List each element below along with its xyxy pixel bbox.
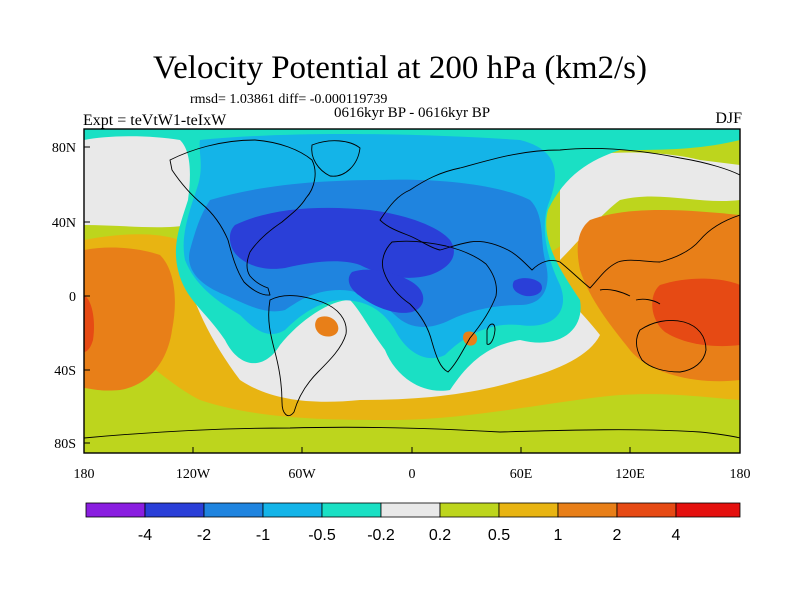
colorbar-box-9	[557, 502, 618, 518]
field-neutral-west	[84, 129, 196, 228]
field-neutral-east	[560, 152, 740, 260]
longitude-axis: 180 120W 60W 0 60E 120E 180	[74, 467, 751, 482]
lat-label-40s: 40S	[54, 364, 76, 379]
colorbar-label: -4	[138, 527, 152, 544]
coast-africa	[381, 240, 497, 373]
colorbar	[85, 502, 741, 518]
colorbar-label: 0.5	[488, 527, 510, 544]
field-south-band	[84, 330, 740, 453]
field-pos2-pacific	[652, 278, 740, 347]
map-title: Velocity Potential at 200 hPa (km2/s)	[152, 50, 648, 86]
lon-label-120e: 120E	[615, 467, 645, 482]
field-pos2-west	[84, 295, 94, 352]
lat-label-80n: 80N	[52, 141, 76, 156]
coast-eurasia	[379, 147, 740, 289]
colorbar-box-5	[321, 502, 382, 518]
colorbar-box-11	[675, 502, 741, 518]
stats-line: rmsd= 1.03861 diff= -0.000119739	[190, 92, 388, 107]
coast-south-america	[268, 295, 347, 416]
tick-marks	[83, 146, 741, 453]
colorbar-label: -0.2	[367, 527, 395, 544]
period-label: 0616kyr BP - 0616kyr BP	[333, 105, 491, 121]
lon-label-180w: 180	[74, 467, 95, 482]
lon-label-180e: 180	[730, 467, 751, 482]
colorbar-label: 1	[554, 527, 563, 544]
colorbar-box-7	[439, 502, 500, 518]
contour-field	[84, 129, 740, 453]
lon-label-0: 0	[409, 467, 416, 482]
colorbar-box-1	[85, 502, 146, 518]
colorbar-label: 0.2	[429, 527, 451, 544]
colorbar-label: -1	[256, 527, 270, 544]
lon-label-120w: 120W	[176, 467, 211, 482]
colorbar-box-10	[616, 502, 677, 518]
colorbar-label: -2	[197, 527, 211, 544]
coastlines	[84, 139, 740, 439]
colorbar-box-2	[144, 502, 205, 518]
lat-label-80s: 80S	[54, 437, 76, 452]
colorbar-label: -0.5	[308, 527, 336, 544]
lat-label-40n: 40N	[52, 216, 76, 231]
lat-label-0: 0	[69, 290, 76, 305]
field-neg2-core-africa	[348, 269, 424, 313]
lon-label-60w: 60W	[288, 467, 316, 482]
colorbar-label: 2	[613, 527, 622, 544]
coast-antarctica	[84, 426, 740, 439]
field-neg2	[229, 207, 454, 278]
lon-label-60e: 60E	[510, 467, 533, 482]
colorbar-box-3	[203, 502, 264, 518]
colorbar-label: 4	[672, 527, 681, 544]
coast-greenland	[311, 140, 361, 177]
colorbar-box-8	[498, 502, 559, 518]
field-pos1-west	[84, 247, 175, 391]
colorbar-box-6	[380, 502, 441, 518]
latitude-axis: 80N 40N 0 40S 80S	[52, 141, 76, 452]
coast-australia	[635, 319, 707, 373]
coast-north-america	[169, 139, 316, 296]
field-pos1-samerica	[315, 316, 339, 337]
experiment-label: Expt = teVtW1-teIxW	[83, 112, 227, 129]
colorbar-labels: -4 -2 -1 -0.5 -0.2 0.2 0.5 1 2 4	[138, 527, 681, 544]
season-label: DJF	[715, 110, 742, 127]
coast-indonesia	[599, 289, 661, 305]
coast-madagascar	[486, 323, 496, 345]
colorbar-box-4	[262, 502, 323, 518]
field-neg2-core-indian	[512, 278, 542, 297]
